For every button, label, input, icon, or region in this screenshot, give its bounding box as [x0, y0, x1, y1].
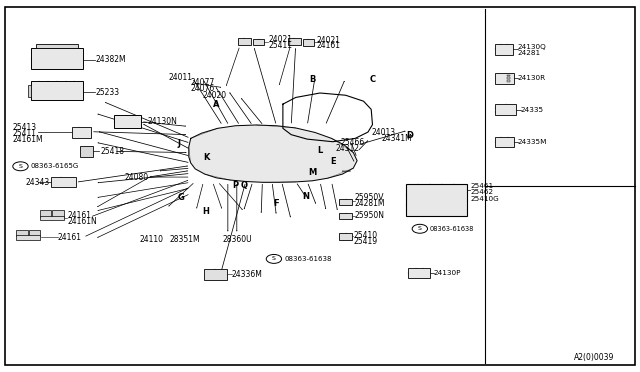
Text: 25466: 25466	[340, 138, 365, 147]
Text: 24312: 24312	[335, 144, 360, 153]
Bar	[495, 104, 516, 115]
Bar	[51, 177, 76, 187]
Text: 25411: 25411	[13, 129, 36, 138]
Text: 24130R: 24130R	[518, 76, 546, 81]
Polygon shape	[189, 125, 357, 182]
Text: 24021: 24021	[317, 36, 341, 45]
Text: 24080: 24080	[125, 173, 149, 182]
Text: 28351M: 28351M	[170, 235, 200, 244]
Text: P: P	[232, 181, 239, 190]
Text: 08363-61638: 08363-61638	[285, 256, 332, 262]
Text: 25462: 25462	[470, 189, 493, 195]
Bar	[29, 230, 40, 236]
Bar	[339, 213, 352, 219]
Text: 24382M: 24382M	[96, 55, 127, 64]
Text: 24161: 24161	[317, 41, 341, 50]
Text: A: A	[213, 100, 220, 109]
Text: 24011: 24011	[169, 73, 193, 82]
Text: L: L	[317, 146, 323, 155]
Text: Q: Q	[241, 181, 248, 190]
Text: K: K	[204, 153, 210, 162]
Text: 25413: 25413	[13, 124, 37, 132]
Text: 25461: 25461	[470, 183, 493, 189]
Bar	[36, 44, 78, 48]
Text: 25950V: 25950V	[355, 193, 384, 202]
Text: S: S	[272, 256, 276, 262]
Bar	[52, 210, 64, 217]
Bar	[288, 38, 301, 45]
Text: M: M	[308, 168, 316, 177]
Text: 24341M: 24341M	[381, 134, 412, 143]
Bar	[507, 75, 509, 76]
Text: 24281: 24281	[518, 50, 541, 56]
Text: 24335: 24335	[521, 107, 544, 113]
Text: F: F	[274, 199, 279, 208]
Text: 24020: 24020	[202, 92, 227, 100]
Bar	[406, 184, 467, 216]
Bar	[16, 230, 28, 236]
Text: 25233: 25233	[96, 88, 120, 97]
Text: 24021: 24021	[268, 35, 292, 44]
Bar	[495, 44, 513, 55]
Text: 08363-6165G: 08363-6165G	[31, 163, 79, 169]
Text: S: S	[19, 164, 22, 169]
Bar	[114, 115, 141, 128]
Text: G: G	[178, 193, 184, 202]
Text: 24013: 24013	[371, 128, 396, 137]
Bar	[253, 39, 264, 45]
Text: 24343: 24343	[26, 178, 50, 187]
Text: 24130N: 24130N	[147, 117, 177, 126]
Text: 25950N: 25950N	[355, 211, 385, 219]
Text: C: C	[369, 75, 376, 84]
Text: J: J	[178, 140, 180, 148]
Bar	[408, 268, 430, 278]
Bar	[31, 48, 83, 69]
Bar	[40, 210, 51, 217]
Text: 24335M: 24335M	[518, 139, 547, 145]
Bar	[495, 73, 514, 84]
Bar	[339, 232, 352, 240]
Text: N: N	[302, 192, 308, 201]
Text: E: E	[330, 157, 335, 166]
Text: 28360U: 28360U	[223, 235, 252, 244]
Text: S: S	[418, 226, 422, 231]
Text: 25410G: 25410G	[470, 196, 499, 202]
Text: 24161: 24161	[58, 233, 82, 242]
Text: 24161N: 24161N	[67, 217, 97, 226]
Bar	[303, 39, 314, 46]
Bar	[28, 85, 31, 97]
Bar	[72, 127, 91, 138]
Bar	[339, 199, 352, 205]
Text: 24161: 24161	[67, 211, 92, 220]
Bar	[507, 77, 509, 79]
Text: 24130P: 24130P	[434, 270, 461, 276]
Text: 24077: 24077	[191, 78, 215, 87]
Text: 25410: 25410	[353, 231, 378, 240]
Bar	[238, 38, 251, 45]
Bar	[80, 146, 93, 157]
Text: 08363-61638: 08363-61638	[430, 226, 474, 232]
Text: 24130Q: 24130Q	[518, 44, 547, 50]
Text: 25411: 25411	[268, 41, 292, 50]
Text: 24110: 24110	[140, 235, 164, 244]
Bar	[204, 269, 227, 280]
Text: 25419: 25419	[353, 237, 378, 246]
Text: 25418: 25418	[100, 147, 124, 156]
Bar	[16, 235, 40, 240]
Text: A2(0)0039: A2(0)0039	[574, 353, 614, 362]
Text: 24336M: 24336M	[232, 270, 262, 279]
Text: D: D	[407, 131, 413, 140]
Bar	[31, 81, 83, 100]
Text: B: B	[309, 75, 316, 84]
Bar	[40, 216, 64, 220]
Bar	[495, 137, 514, 147]
Bar	[507, 80, 509, 81]
Text: 24161M: 24161M	[13, 135, 44, 144]
Text: 24281M: 24281M	[355, 199, 385, 208]
Text: H: H	[203, 207, 209, 216]
Text: 24076: 24076	[191, 84, 215, 93]
